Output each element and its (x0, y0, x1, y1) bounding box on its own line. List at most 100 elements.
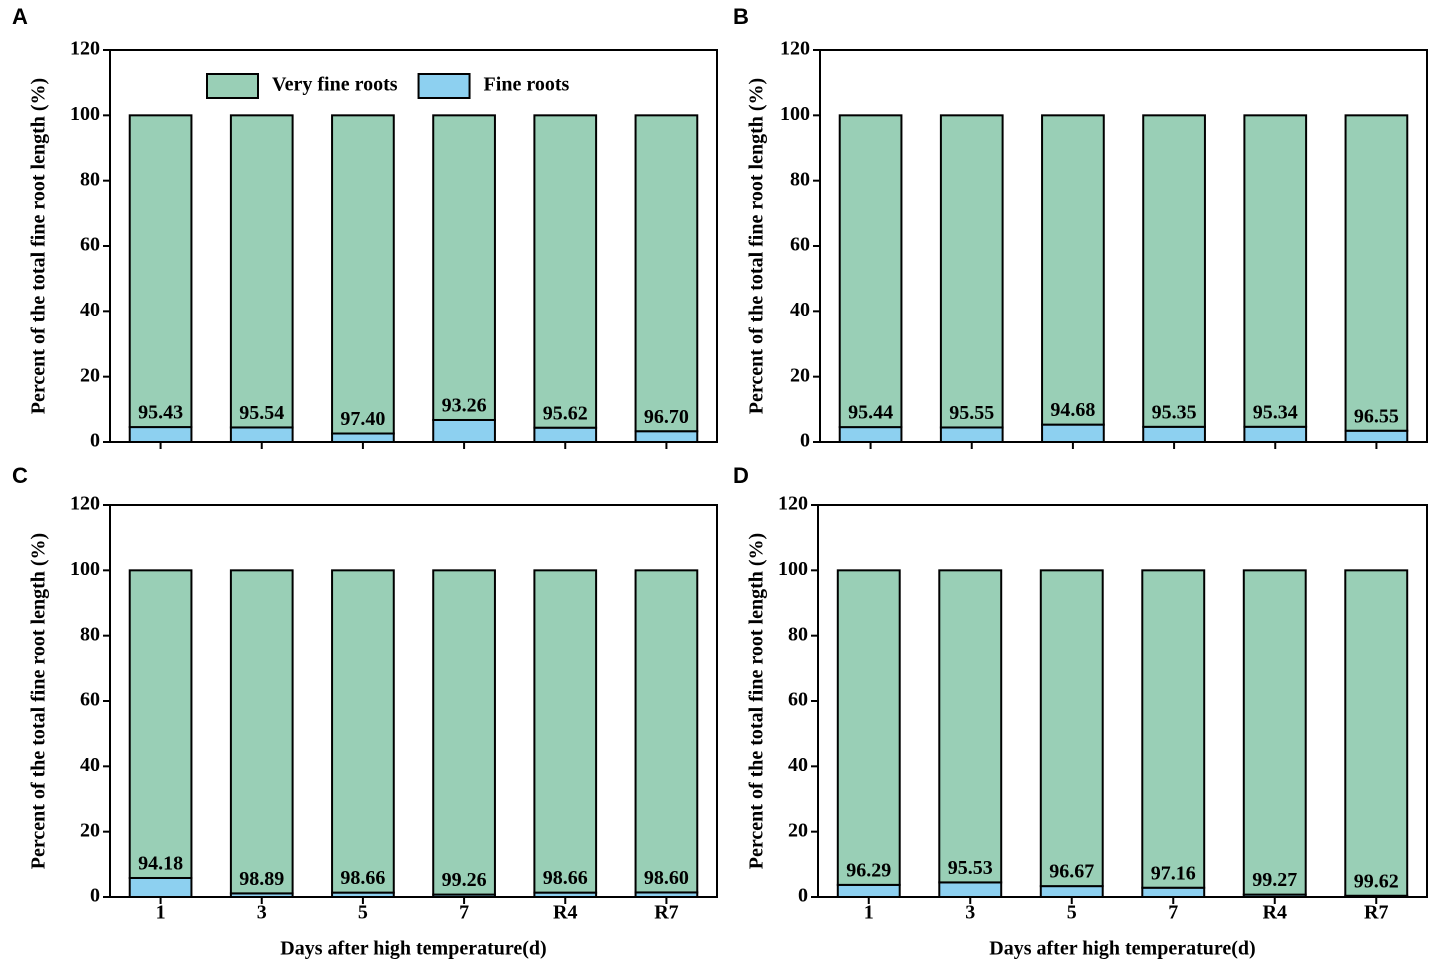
bar-segment (634, 114, 699, 433)
y-tick-label: 80 (788, 623, 808, 645)
data-label: 97.16 (1151, 862, 1196, 884)
y-tick-label: 80 (790, 168, 810, 190)
x-tick-label: 1 (156, 902, 166, 924)
y-tick-label: 120 (70, 38, 100, 60)
y-tick-label: 40 (80, 299, 100, 321)
y-tick-label: 20 (80, 364, 100, 386)
plot-frame (819, 49, 1428, 443)
bar-segment (838, 114, 903, 429)
bar-segment (634, 430, 699, 444)
y-tick-label: 80 (80, 623, 100, 645)
x-axis-label: Days after high temperature(d) (280, 938, 546, 960)
bar-segment (634, 569, 699, 894)
plot-frame (109, 49, 718, 443)
bar-segment (128, 114, 193, 429)
data-label: 95.35 (1152, 401, 1197, 423)
bar-segment (229, 114, 294, 429)
bar-segment (331, 114, 395, 435)
data-label: 95.62 (543, 402, 588, 424)
y-axis-label: Percent of the total fine root length (%… (28, 533, 50, 869)
bar-segment (432, 418, 496, 443)
y-tick-label: 0 (90, 430, 100, 452)
bar-segment (1142, 425, 1206, 443)
x-tick-label: 5 (1067, 902, 1077, 924)
bar-segment (432, 569, 496, 896)
data-label: 95.44 (848, 402, 893, 424)
bar-segment (1243, 114, 1308, 428)
x-tick-label: R4 (553, 902, 577, 924)
y-tick-label: 40 (790, 299, 810, 321)
bar-segment (1141, 886, 1206, 898)
bar-segment (128, 876, 193, 898)
y-axis-label: Percent of the total fine root length (%… (746, 78, 768, 414)
y-tick-label: 20 (788, 819, 808, 841)
y-tick-label: 40 (788, 754, 808, 776)
plot-frame (109, 504, 718, 898)
bar-segment (533, 426, 598, 443)
bar-segment (836, 569, 901, 886)
bar-segment (1243, 425, 1308, 444)
data-label: 95.43 (138, 402, 183, 424)
y-tick-label: 60 (790, 234, 810, 256)
y-tick-label: 100 (70, 558, 100, 580)
y-tick-label: 100 (70, 103, 100, 125)
y-tick-label: 100 (780, 103, 810, 125)
y-tick-label: 20 (80, 819, 100, 841)
panel-label: B (733, 4, 749, 29)
bar-segment (1344, 114, 1409, 432)
y-axis-label: Percent of the total fine root length (%… (28, 78, 50, 414)
data-label: 96.55 (1354, 405, 1399, 427)
legend-label: Very fine roots (272, 74, 398, 96)
x-axis-label: Days after high temperature(d) (989, 938, 1255, 960)
bar-segment (1039, 885, 1104, 899)
legend-swatch (417, 73, 471, 99)
x-tick-label: R7 (1364, 902, 1388, 924)
bar-segment (938, 881, 1003, 899)
data-label: 98.66 (340, 867, 385, 889)
data-label: 98.89 (239, 868, 284, 890)
y-tick-label: 60 (788, 689, 808, 711)
bar-segment (939, 114, 1004, 429)
data-label: 96.29 (846, 859, 891, 881)
y-tick-label: 20 (790, 364, 810, 386)
data-label: 94.68 (1050, 399, 1095, 421)
y-tick-label: 60 (80, 234, 100, 256)
data-label: 95.34 (1253, 401, 1298, 423)
plot-frame (817, 504, 1428, 898)
y-tick-label: 120 (780, 38, 810, 60)
bar-segment (1039, 569, 1104, 888)
x-tick-label: 7 (1168, 902, 1178, 924)
x-tick-label: R7 (654, 902, 678, 924)
data-label: 98.60 (644, 867, 689, 889)
y-tick-label: 0 (800, 430, 810, 452)
bar-segment (1041, 114, 1105, 426)
y-tick-label: 40 (80, 754, 100, 776)
x-tick-label: 3 (257, 902, 267, 924)
data-label: 99.62 (1354, 870, 1399, 892)
bar-segment (128, 426, 193, 443)
legend-swatch (206, 73, 259, 99)
bar-segment (533, 114, 598, 429)
bar-segment (432, 114, 496, 421)
bar-segment (836, 883, 901, 899)
data-label: 95.53 (948, 857, 993, 879)
data-label: 99.27 (1252, 869, 1297, 891)
data-label: 94.18 (138, 853, 183, 875)
x-tick-label: 1 (864, 902, 874, 924)
y-tick-label: 80 (80, 168, 100, 190)
x-tick-label: 7 (459, 902, 469, 924)
bar-segment (1141, 569, 1206, 889)
bar-segment (128, 569, 193, 879)
data-label: 99.26 (442, 869, 487, 891)
data-label: 95.55 (949, 402, 994, 424)
bar-segment (229, 569, 294, 895)
panel-label: C (12, 463, 28, 488)
y-tick-label: 60 (80, 689, 100, 711)
bar-segment (1142, 114, 1206, 428)
bar-segment (229, 426, 294, 443)
x-tick-label: 3 (965, 902, 975, 924)
panel-label: D (733, 463, 749, 488)
data-label: 97.40 (340, 408, 385, 430)
x-tick-label: 5 (358, 902, 368, 924)
